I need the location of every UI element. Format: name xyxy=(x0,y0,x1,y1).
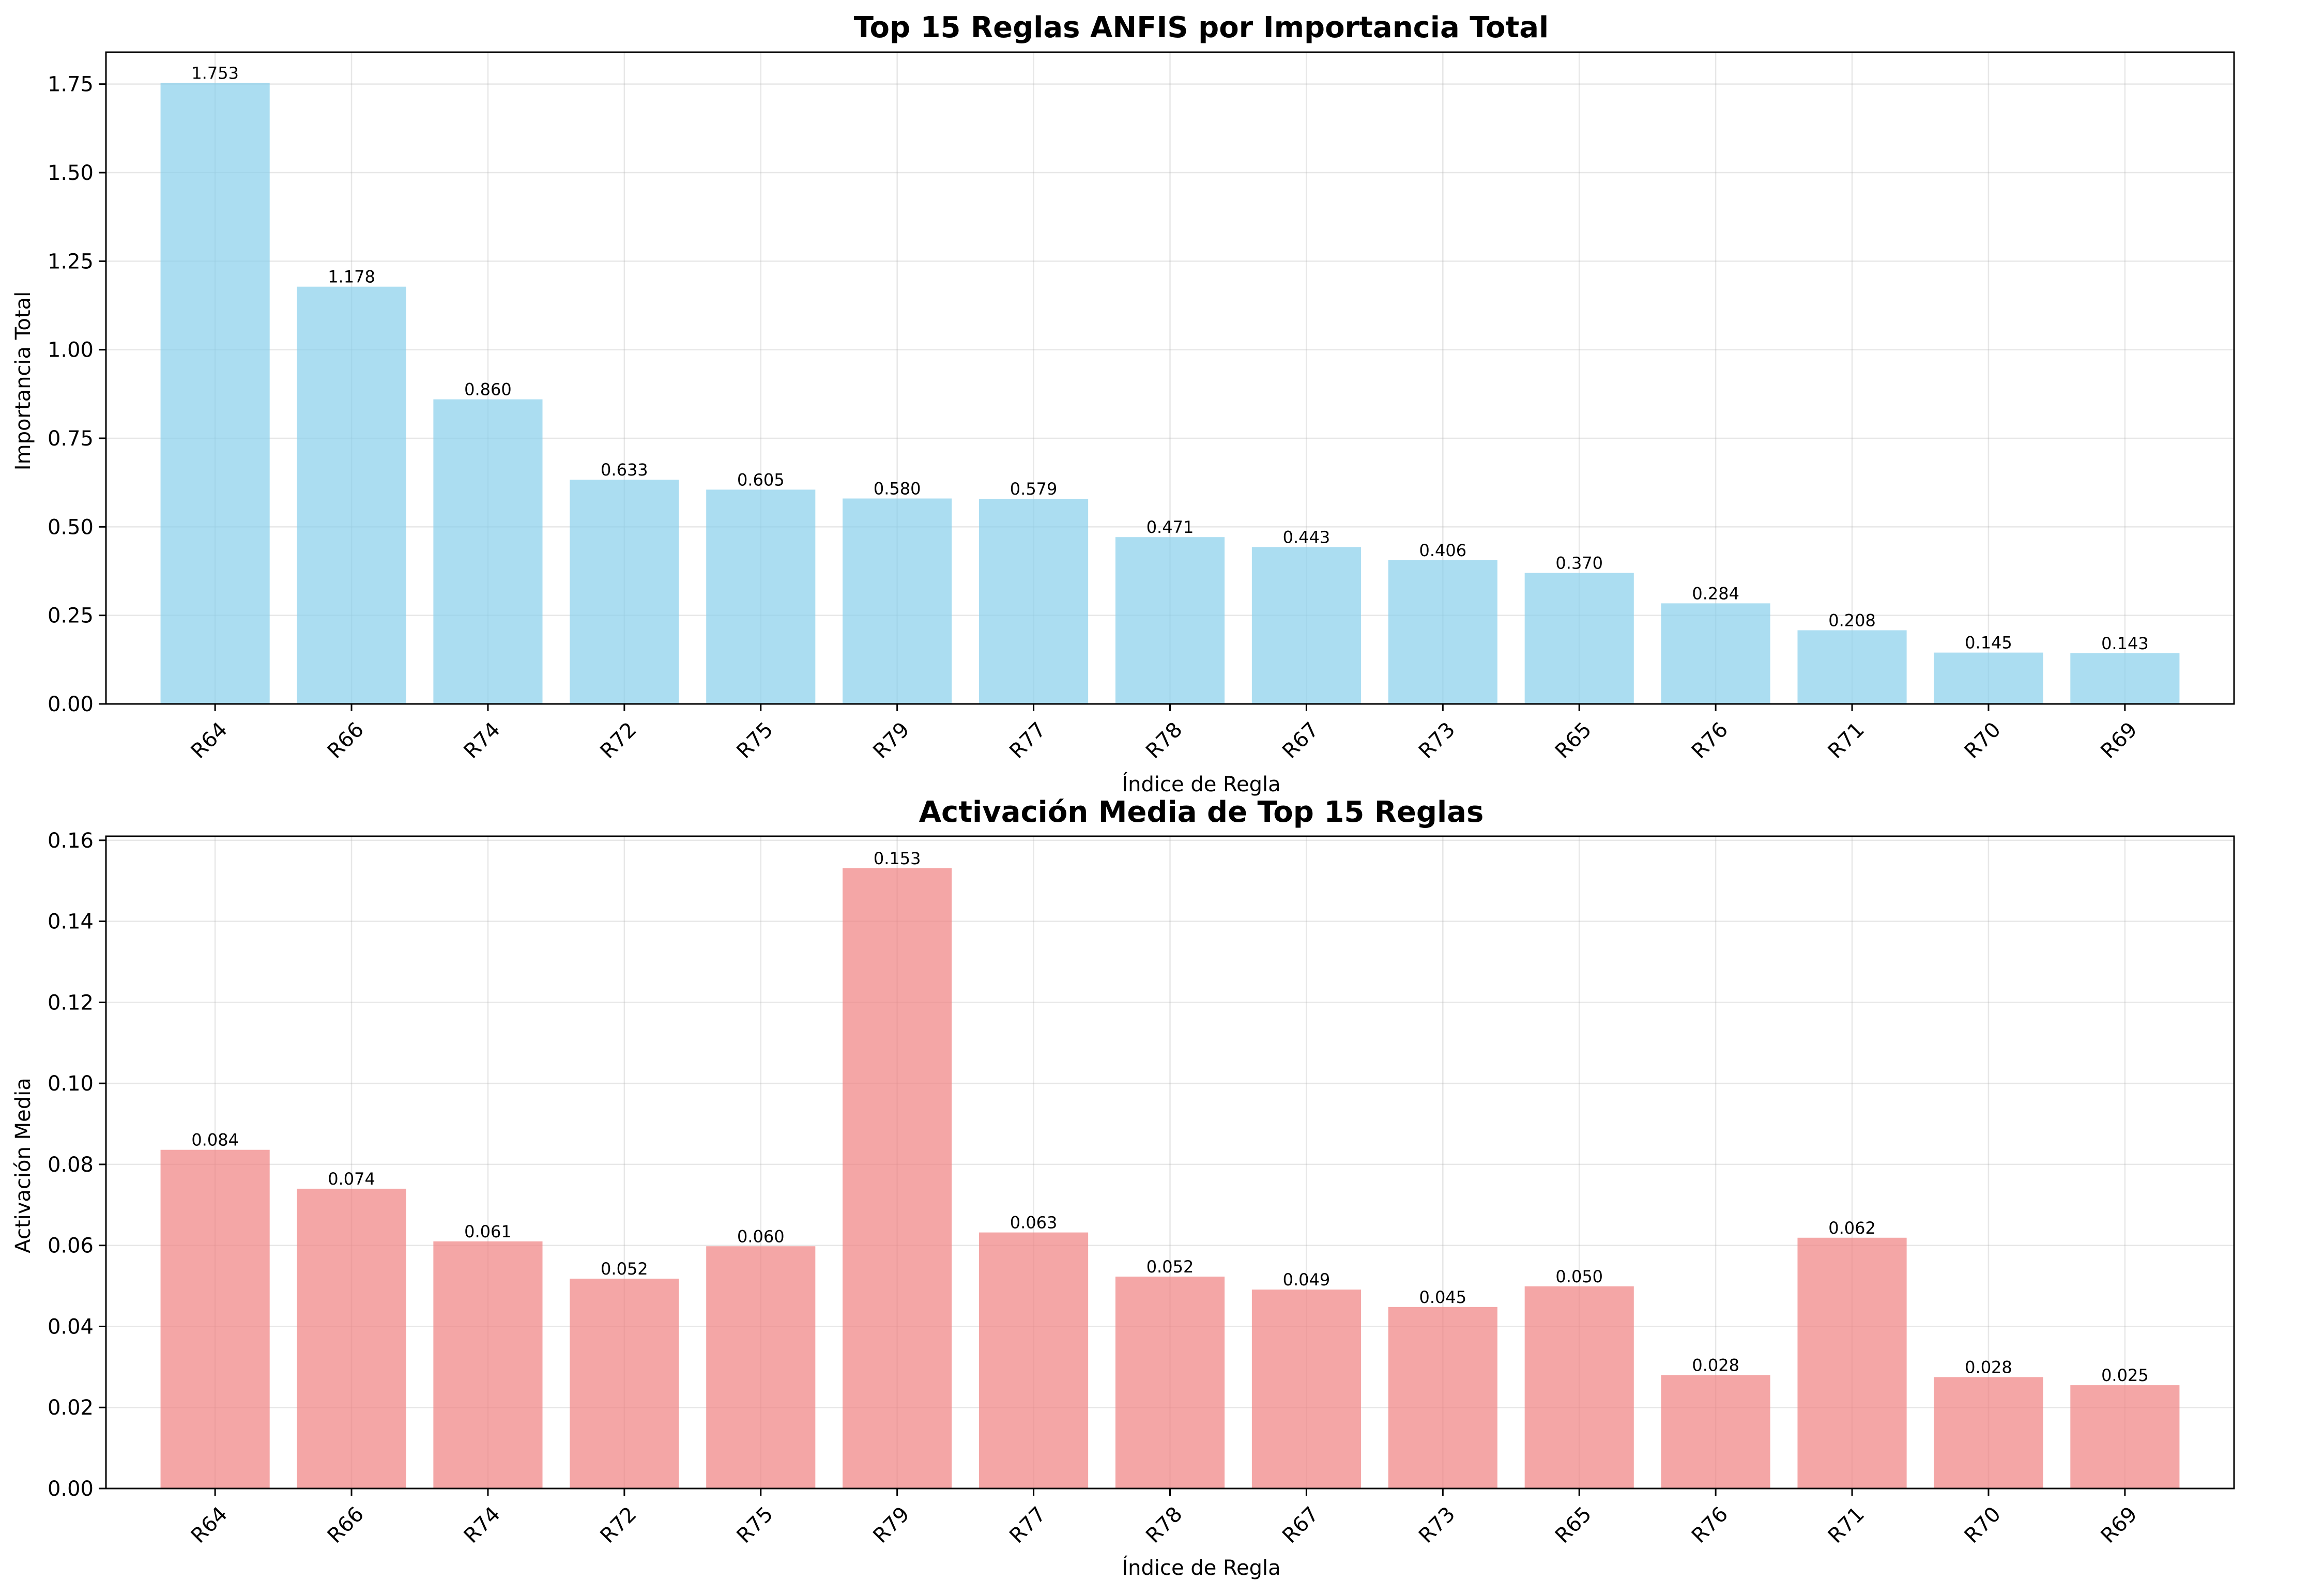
bar-value-label: 0.443 xyxy=(1283,527,1331,547)
y-tick-label: 1.00 xyxy=(48,339,94,362)
y-tick-label: 0.25 xyxy=(48,604,94,628)
bar-r73 xyxy=(1388,1307,1497,1488)
bar-value-label: 0.580 xyxy=(874,479,921,499)
bar-value-label: 0.060 xyxy=(737,1226,785,1246)
bar-value-label: 1.753 xyxy=(191,64,239,83)
bar-r76 xyxy=(1661,603,1770,704)
bar-r78 xyxy=(1115,1277,1225,1488)
bar-r72 xyxy=(570,1278,679,1488)
activation-chart: Activación Media de Top 15 Reglas Índice… xyxy=(11,795,2235,1580)
activation-bars: 0.084 0.074 0.061 0.052 0.060 0.153 0.063 0.052… xyxy=(160,849,2180,1488)
bar-value-label: 0.208 xyxy=(1828,610,1876,630)
bar-value-label: 0.471 xyxy=(1146,517,1194,537)
bar-value-label: 0.052 xyxy=(601,1259,648,1279)
bar-r75 xyxy=(706,1246,816,1488)
bar-r70 xyxy=(1934,1377,2043,1488)
activation-chart-xlabel: Índice de Regla xyxy=(1122,1555,1280,1580)
y-tick-label: 0.12 xyxy=(48,991,94,1015)
bar-r64 xyxy=(160,1149,270,1488)
bar-r66 xyxy=(297,1188,406,1488)
bar-value-label: 0.860 xyxy=(464,380,512,400)
bar-value-label: 0.579 xyxy=(1010,479,1058,499)
importance-chart: Top 15 Reglas ANFIS por Importancia Tota… xyxy=(11,11,2235,796)
importance-chart-title: Top 15 Reglas ANFIS por Importancia Tota… xyxy=(854,11,1549,44)
y-tick-label: 1.50 xyxy=(48,161,94,185)
bar-value-label: 0.062 xyxy=(1828,1218,1876,1238)
y-tick-label: 0.06 xyxy=(48,1234,94,1258)
y-tick-label: 0.50 xyxy=(48,515,94,539)
activation-axes-frame xyxy=(105,835,2235,1490)
bar-r75 xyxy=(706,489,816,704)
bar-value-label: 0.153 xyxy=(874,849,921,868)
bar-r79 xyxy=(843,498,952,704)
y-tick-label: 1.75 xyxy=(48,73,94,97)
bar-value-label: 0.145 xyxy=(1965,633,2012,653)
bar-r76 xyxy=(1661,1375,1770,1488)
importance-bars: 1.753 1.178 0.860 0.633 0.605 0.580 0.579 0.471… xyxy=(160,64,2180,704)
bar-value-label: 0.061 xyxy=(464,1222,512,1241)
bar-r67 xyxy=(1251,547,1361,704)
importance-axes-frame xyxy=(105,51,2235,705)
bar-value-label: 0.605 xyxy=(737,470,785,489)
bar-value-label: 0.028 xyxy=(1965,1357,2012,1377)
bar-r65 xyxy=(1524,1286,1634,1488)
bar-value-label: 0.406 xyxy=(1419,541,1467,560)
bar-value-label: 0.049 xyxy=(1283,1270,1331,1290)
y-tick-label: 0.16 xyxy=(48,829,94,853)
y-tick-label: 0.00 xyxy=(48,1477,94,1501)
bar-r74 xyxy=(433,399,543,704)
y-tick-label: 1.25 xyxy=(48,250,94,273)
bar-value-label: 1.178 xyxy=(328,267,375,287)
importance-chart-xlabel: Índice de Regla xyxy=(1122,772,1280,796)
bar-value-label: 0.074 xyxy=(328,1169,375,1189)
bar-r71 xyxy=(1797,630,1907,704)
bar-r77 xyxy=(979,1232,1089,1488)
bar-r69 xyxy=(2070,653,2180,704)
bar-r73 xyxy=(1388,560,1497,704)
bar-value-label: 0.025 xyxy=(2101,1365,2149,1385)
y-tick-label: 0.14 xyxy=(48,910,94,934)
activation-chart-ylabel: Activación Media xyxy=(11,1078,35,1253)
bar-r64 xyxy=(160,83,270,704)
y-tick-label: 0.75 xyxy=(48,427,94,451)
bar-r71 xyxy=(1797,1237,1907,1488)
bar-value-label: 0.633 xyxy=(601,460,648,480)
y-tick-label: 0.02 xyxy=(48,1396,94,1420)
bar-r70 xyxy=(1934,652,2043,704)
bar-value-label: 0.028 xyxy=(1692,1356,1739,1375)
bar-value-label: 0.063 xyxy=(1010,1213,1058,1233)
bar-value-label: 0.045 xyxy=(1419,1287,1467,1307)
bar-value-label: 0.143 xyxy=(2101,634,2149,653)
y-tick-label: 0.04 xyxy=(48,1315,94,1339)
bar-value-label: 0.052 xyxy=(1146,1257,1194,1277)
activation-chart-title: Activación Media de Top 15 Reglas xyxy=(919,795,1484,829)
bar-r72 xyxy=(570,480,679,704)
y-tick-label: 0.10 xyxy=(48,1072,94,1096)
bar-value-label: 0.284 xyxy=(1692,584,1739,603)
bar-r74 xyxy=(433,1241,543,1488)
bar-value-label: 0.370 xyxy=(1555,553,1603,573)
y-tick-label: 0.08 xyxy=(48,1153,94,1177)
bar-r66 xyxy=(297,286,406,704)
bar-r65 xyxy=(1524,573,1634,704)
bar-r67 xyxy=(1251,1290,1361,1488)
bar-r78 xyxy=(1115,537,1225,704)
y-tick-label: 0.00 xyxy=(48,693,94,716)
bar-value-label: 0.084 xyxy=(191,1130,239,1150)
bar-r79 xyxy=(843,868,952,1488)
bar-r69 xyxy=(2070,1385,2180,1488)
bar-r77 xyxy=(979,499,1089,704)
importance-chart-ylabel: Importancia Total xyxy=(11,291,35,470)
bar-value-label: 0.050 xyxy=(1555,1267,1603,1286)
